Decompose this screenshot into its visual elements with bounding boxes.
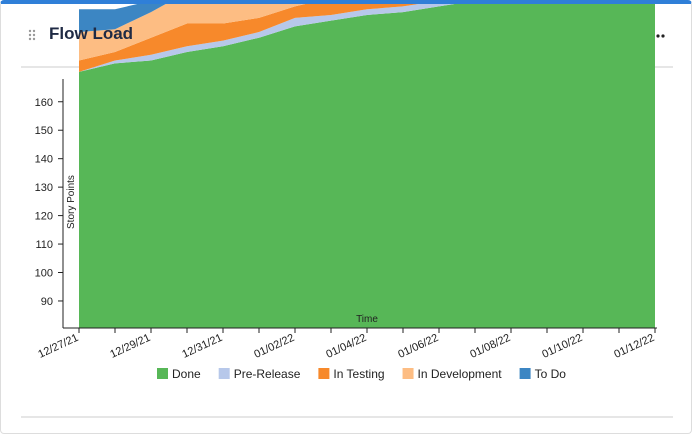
legend-label: In Development [418, 367, 503, 381]
y-tick-label: 100 [35, 268, 53, 280]
y-tick-label: 120 [35, 211, 53, 223]
area [79, 4, 455, 72]
x-tick-label: 12/27/21 [36, 332, 80, 361]
area [79, 4, 166, 33]
x-tick-label: 01/12/22 [612, 332, 656, 361]
x-tick-label: 01/08/22 [468, 332, 512, 361]
drag-handle[interactable] [28, 29, 36, 41]
x-tick-label: 12/31/21 [180, 332, 224, 361]
legend-label: Pre-Release [234, 367, 301, 381]
legend-label: Done [172, 367, 201, 381]
plot: 90 100 110 120 130 140 150 160 12/27/21 12/29/21 1… [35, 4, 657, 381]
title: Flow Load [49, 24, 134, 43]
legend-swatch [519, 368, 531, 379]
legend-swatch [402, 368, 414, 379]
legend-swatch [318, 368, 330, 379]
x-tick-label: 01/04/22 [324, 332, 368, 361]
y-axis-label: Story Points [66, 175, 77, 229]
x-axis-label: Time [356, 314, 378, 325]
y-tick-label: 140 [35, 154, 53, 166]
x-tick-label: 01/06/22 [396, 332, 440, 361]
legend-swatch [218, 368, 230, 379]
y-tick-label: 90 [41, 296, 53, 308]
x-tick-label: 01/10/22 [540, 332, 584, 361]
area [79, 4, 306, 61]
legend-label: In Testing [333, 367, 384, 381]
y-tick-label: 110 [35, 239, 53, 251]
x-tick-label: 12/29/21 [108, 332, 152, 361]
y-tick-label: 130 [35, 182, 53, 194]
y-tick-label: 160 [35, 97, 53, 109]
legend-label: To Do [535, 367, 567, 381]
legend-swatch [157, 368, 168, 379]
area [79, 4, 655, 328]
y-tick-label: 150 [35, 125, 53, 137]
legend: Done Pre-Release In Testing In Development T… [157, 367, 566, 381]
x-tick-label: 01/02/22 [252, 332, 296, 361]
